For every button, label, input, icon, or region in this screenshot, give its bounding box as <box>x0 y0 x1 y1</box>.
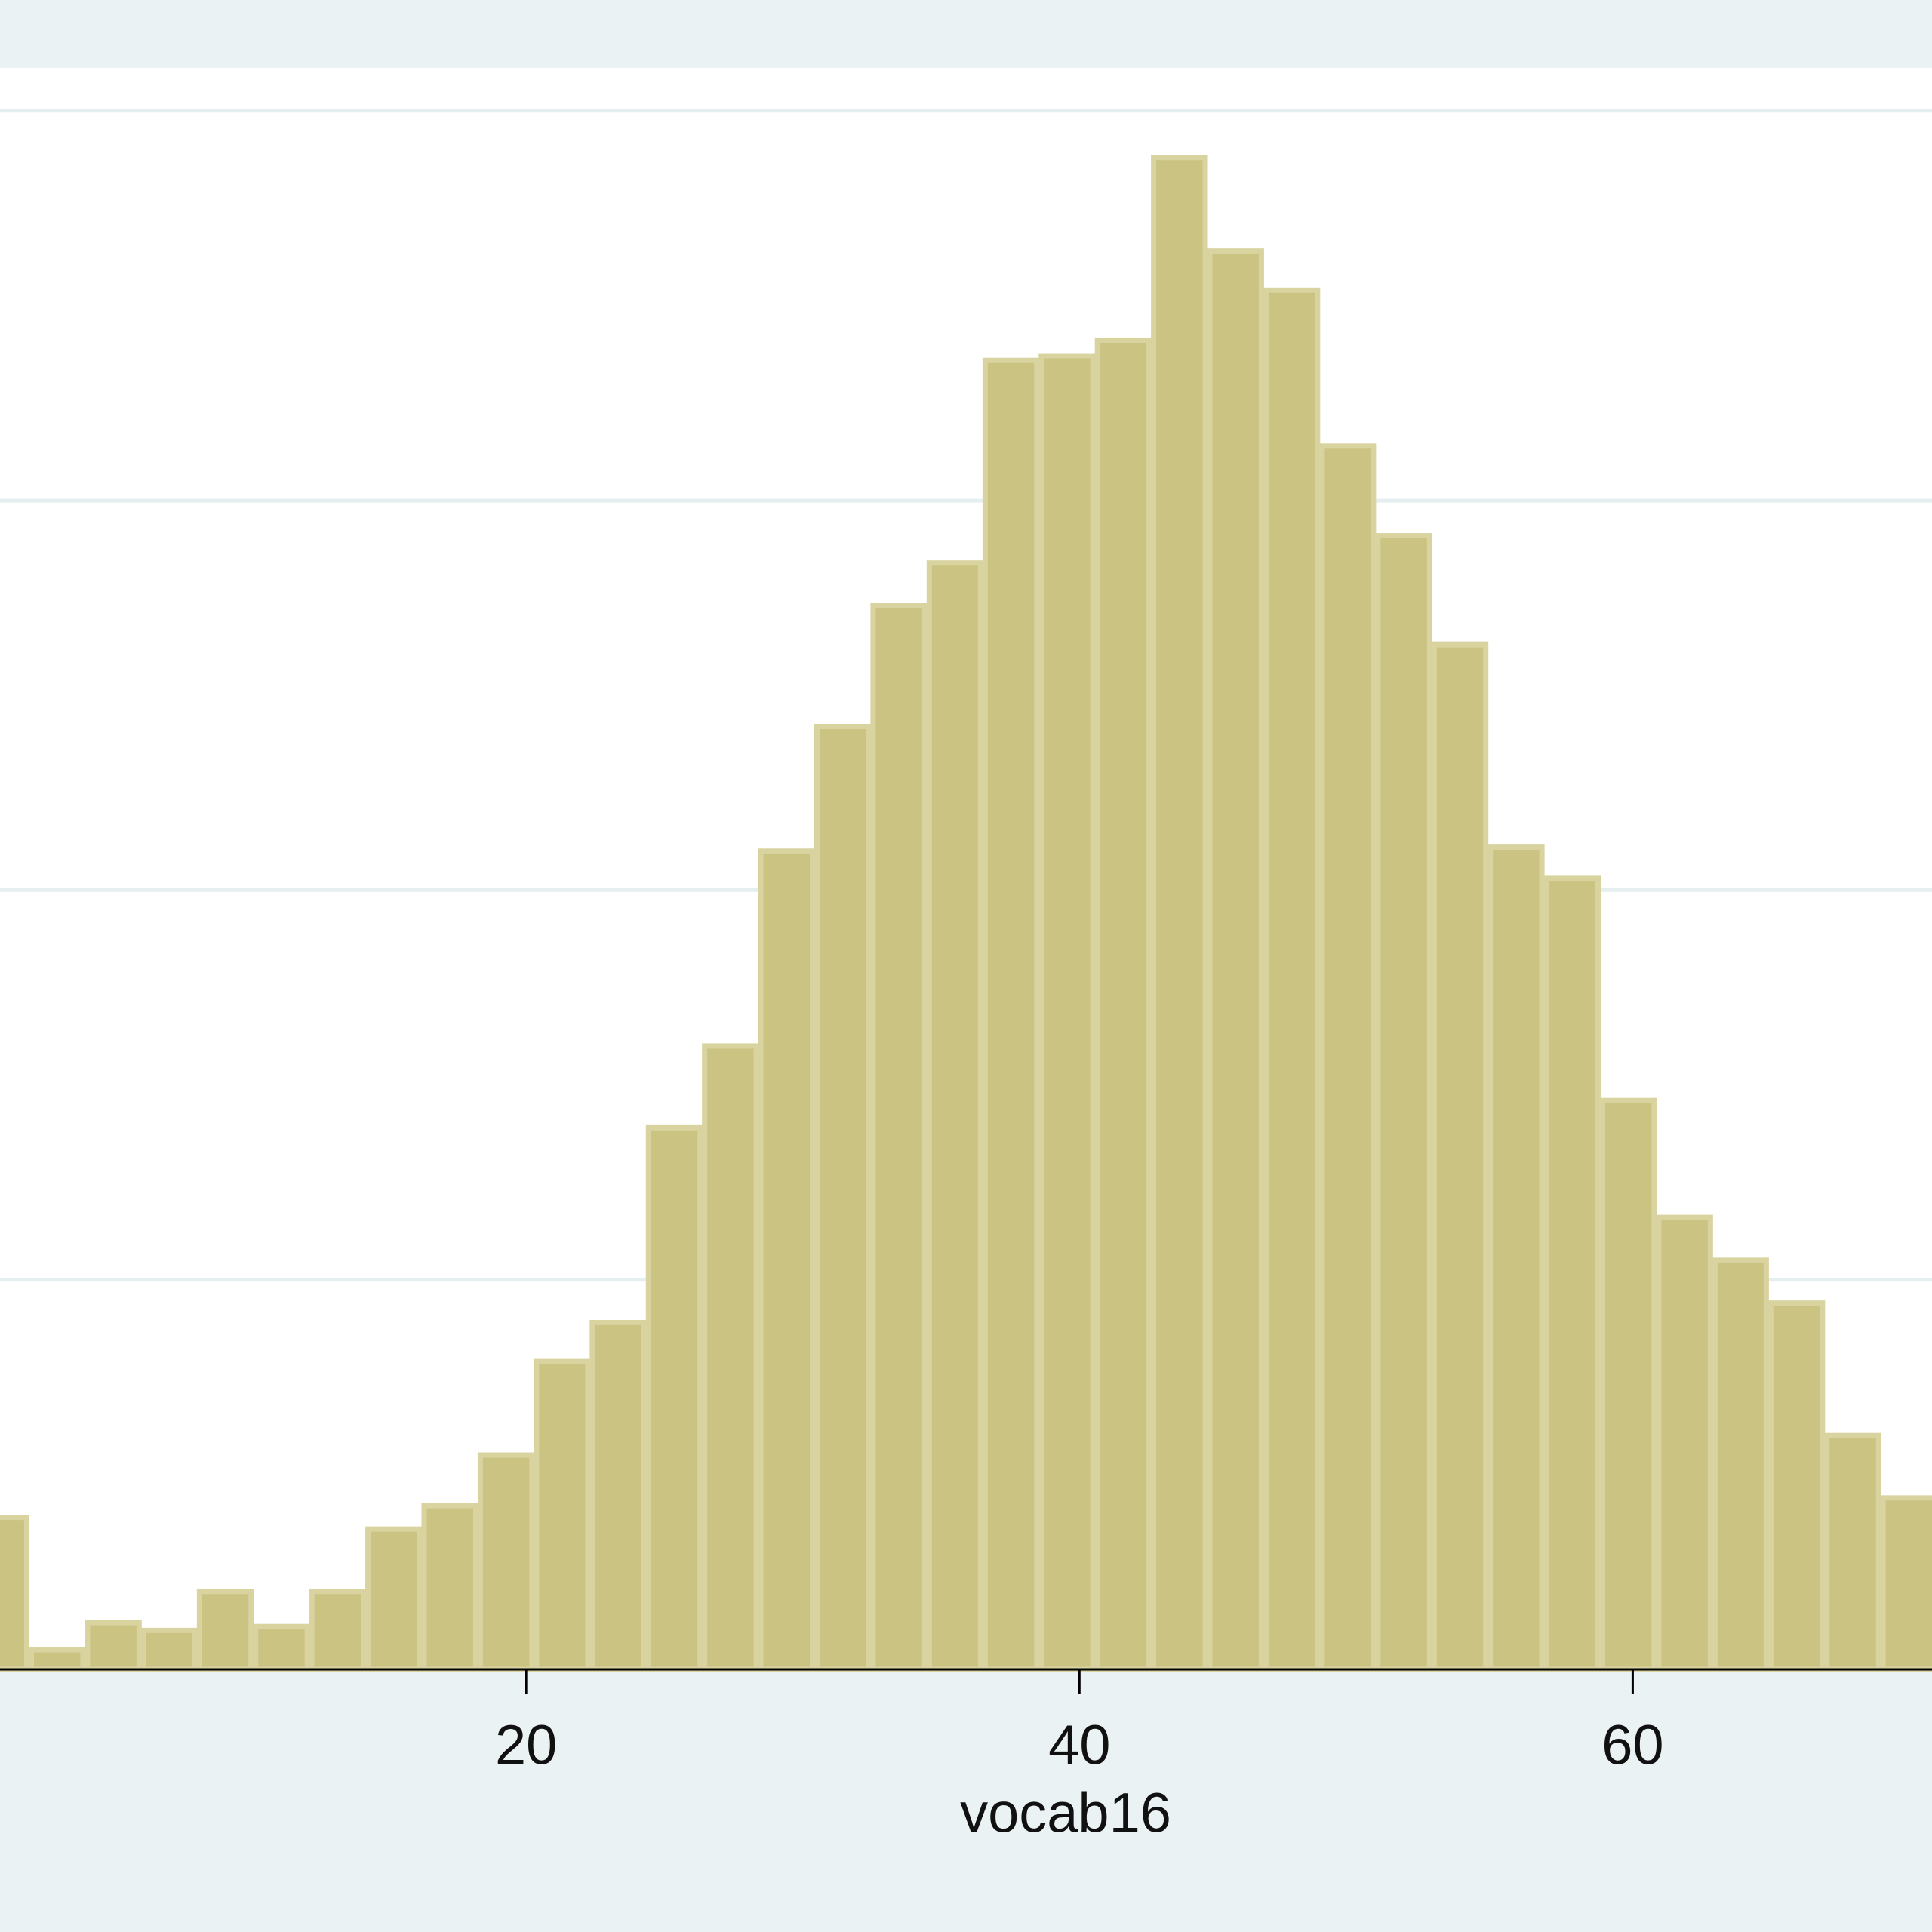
bar <box>1151 155 1208 1672</box>
bar <box>926 560 983 1672</box>
bar <box>1880 1495 1932 1672</box>
bar <box>421 1503 478 1672</box>
bar <box>982 357 1040 1672</box>
bar <box>1094 337 1152 1672</box>
bar <box>1824 1432 1881 1672</box>
x-tick-label: 40 <box>1048 1714 1110 1777</box>
bar <box>309 1589 367 1672</box>
x-tick-label: 20 <box>495 1714 557 1777</box>
bar <box>814 724 872 1672</box>
bar <box>1263 287 1321 1672</box>
bar <box>870 602 928 1672</box>
bar <box>589 1319 647 1672</box>
x-axis-title: vocab16 <box>960 1782 1171 1844</box>
bar <box>0 1515 29 1672</box>
bar <box>28 1647 86 1672</box>
bar <box>477 1452 535 1672</box>
bar <box>140 1627 198 1672</box>
bar <box>196 1589 254 1672</box>
bar <box>1319 443 1377 1672</box>
bar <box>365 1526 423 1672</box>
bar <box>1712 1257 1769 1672</box>
bar <box>253 1623 310 1672</box>
x-tick-label: 60 <box>1601 1714 1663 1777</box>
bar <box>1767 1300 1826 1672</box>
bar <box>1656 1214 1713 1672</box>
bar <box>758 848 815 1672</box>
bar <box>1207 248 1264 1672</box>
bar <box>1600 1097 1657 1672</box>
bar <box>85 1620 142 1672</box>
bar <box>1431 641 1489 1672</box>
bar <box>534 1358 591 1672</box>
bar <box>1038 353 1096 1672</box>
bar <box>702 1043 759 1672</box>
bar <box>1375 533 1432 1672</box>
bar <box>1487 844 1545 1672</box>
bar <box>1543 875 1601 1672</box>
bar <box>645 1124 703 1672</box>
